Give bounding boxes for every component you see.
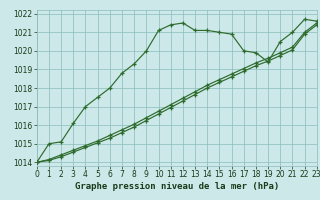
X-axis label: Graphe pression niveau de la mer (hPa): Graphe pression niveau de la mer (hPa) bbox=[75, 182, 279, 191]
